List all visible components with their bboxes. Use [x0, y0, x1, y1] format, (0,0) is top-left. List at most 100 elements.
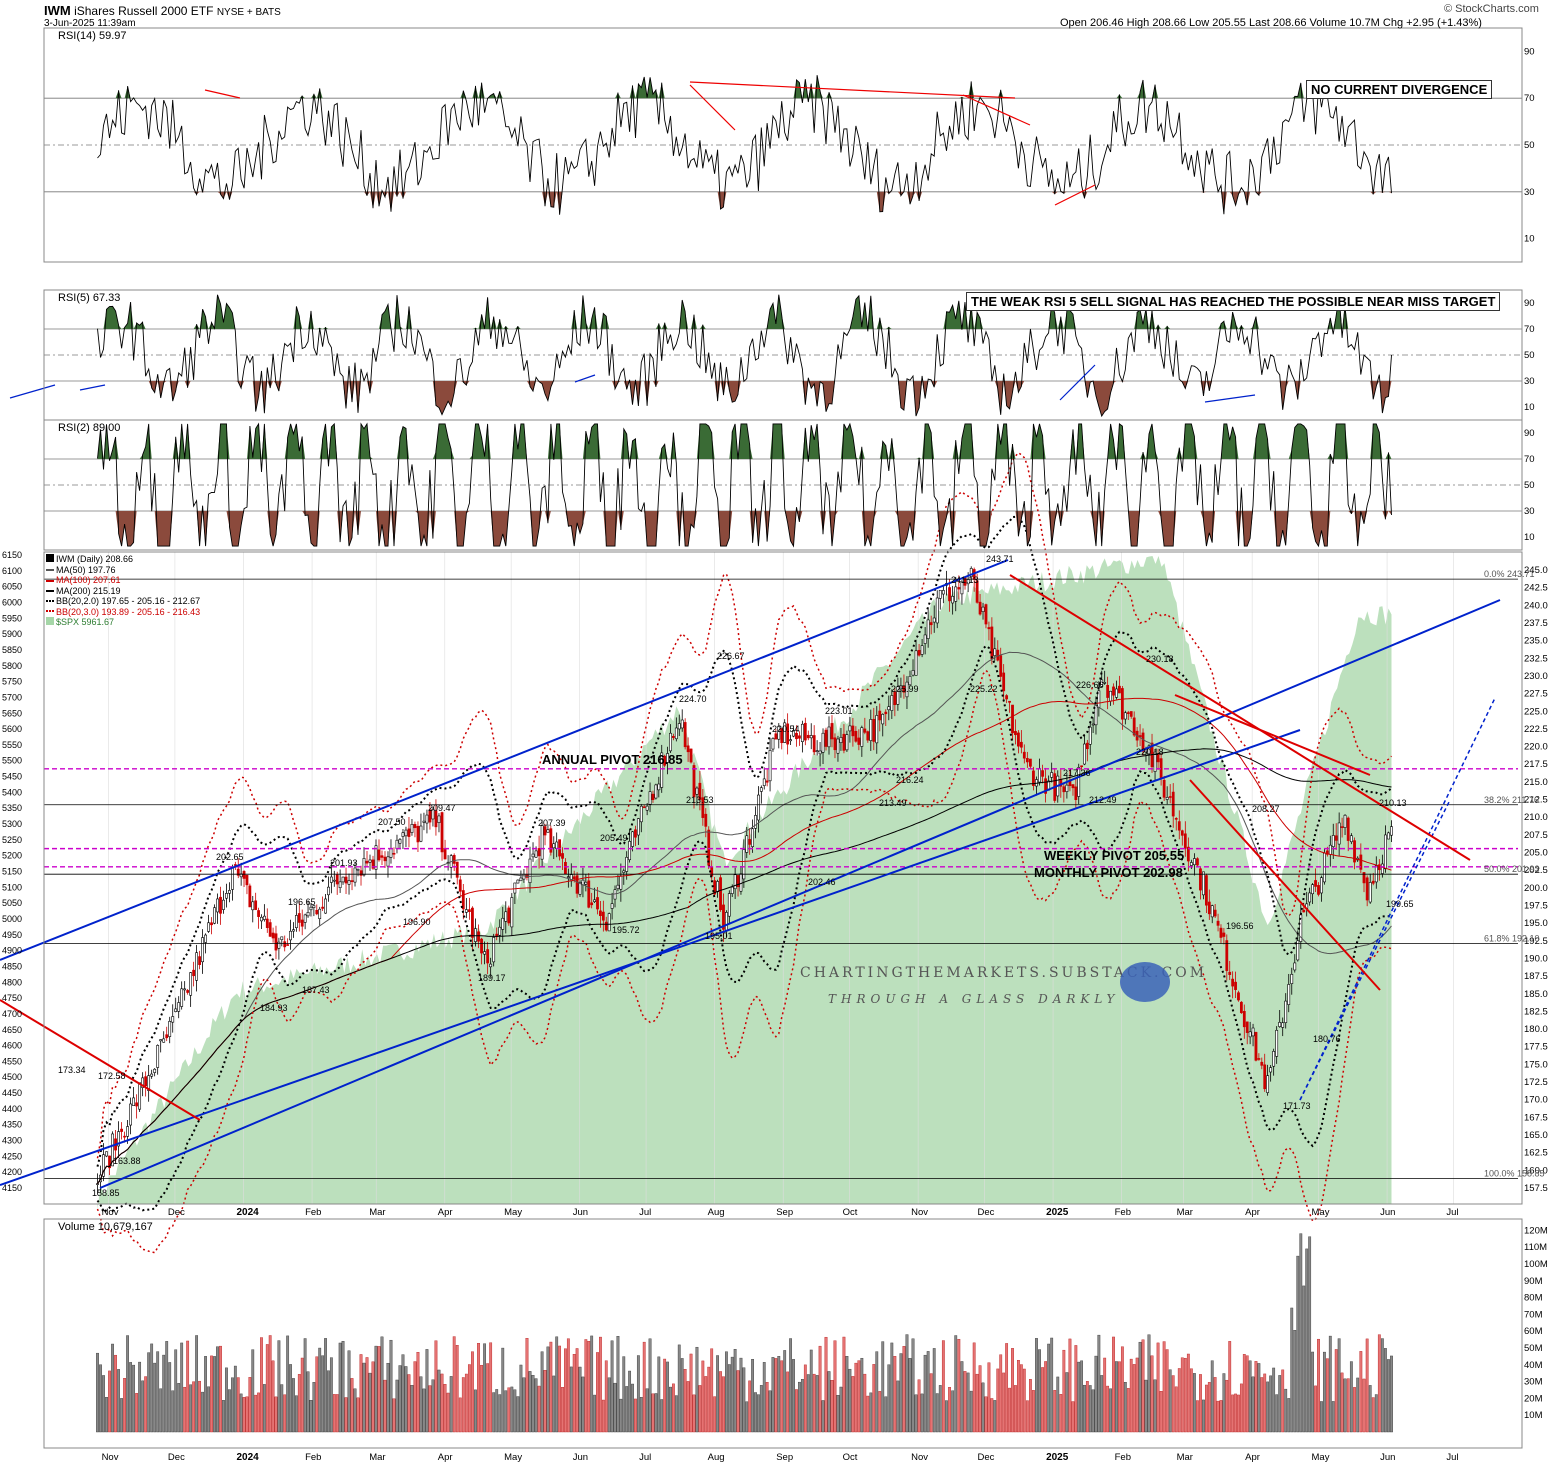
volume-bar	[335, 1394, 339, 1433]
volume-bar	[613, 1382, 617, 1433]
candle-body	[159, 1039, 163, 1042]
candle-body	[908, 675, 912, 686]
candle-body	[1038, 768, 1041, 783]
volume-bar	[863, 1373, 867, 1433]
candle-body	[425, 814, 429, 824]
price-tick: 240.0	[1524, 600, 1548, 611]
volume-bar	[1325, 1358, 1329, 1433]
volume-bar	[923, 1354, 927, 1433]
candle-body	[1189, 862, 1193, 866]
candle-body	[654, 784, 658, 799]
candle-body	[1126, 712, 1130, 714]
candle-body	[510, 897, 514, 928]
price-label: 158.85	[92, 1188, 120, 1198]
candle-body	[233, 864, 237, 866]
volume-bar	[757, 1394, 760, 1433]
volume-bar	[981, 1382, 985, 1433]
volume-bar	[495, 1389, 499, 1433]
volume-bar	[771, 1357, 775, 1433]
volume-bar	[312, 1382, 316, 1433]
candle-body	[1147, 745, 1151, 755]
spx-tick: 5850	[2, 645, 22, 655]
spx-tick: 5750	[2, 677, 22, 687]
volume-bar	[483, 1343, 486, 1433]
legend-item-bb2: BB(20,2.0) 197.65 - 205.16 - 212.67	[46, 596, 200, 607]
candle-body	[1115, 688, 1118, 698]
volume-bar	[716, 1355, 719, 1433]
candle-body	[920, 645, 924, 655]
volume-bar	[680, 1358, 684, 1433]
candle-body	[96, 1183, 99, 1185]
candle-body	[1196, 858, 1199, 866]
axis-layer: 157.5 160.0 162.5 165.0 167.5 170.0 172.5 175.0…	[2, 27, 1548, 1463]
candle-body	[1014, 731, 1017, 736]
spx-tick: 4250	[2, 1151, 22, 1161]
volume-bar	[324, 1338, 327, 1433]
candle-body	[1156, 753, 1160, 763]
candle-body	[599, 910, 602, 917]
candle-body	[663, 755, 667, 766]
volume-bar	[1269, 1375, 1273, 1433]
candle-body	[1302, 909, 1306, 913]
volume-bar	[126, 1335, 129, 1433]
price-tick: 182.5	[1524, 1006, 1548, 1017]
candle-body	[1083, 743, 1086, 765]
candle-body	[105, 1151, 108, 1157]
volume-bar	[748, 1380, 752, 1433]
candle-body	[428, 809, 432, 823]
candle-body	[277, 941, 281, 949]
month-tick-bottom: Aug	[708, 1452, 725, 1463]
volume-bar	[1168, 1369, 1172, 1433]
volume-bar	[1120, 1346, 1124, 1433]
volume-bar	[294, 1395, 298, 1433]
volume-bar	[1109, 1388, 1112, 1433]
volume-bar	[111, 1343, 114, 1433]
volume-bar	[528, 1371, 532, 1433]
volume-bar	[452, 1336, 456, 1433]
volume-bar	[765, 1382, 769, 1433]
volume-bar	[1174, 1386, 1178, 1433]
volume-bar	[566, 1338, 570, 1433]
candle-body	[869, 719, 873, 741]
rsi2-oversold-fill	[97, 511, 1392, 547]
candle-body	[1290, 974, 1294, 984]
candle-body	[501, 917, 505, 930]
candle-body	[156, 1045, 160, 1068]
spx-tick: 5100	[2, 882, 22, 892]
price-label: 163.88	[113, 1156, 141, 1166]
volume-bar	[689, 1353, 693, 1433]
volume-bar	[513, 1389, 517, 1433]
candle-body	[368, 859, 372, 863]
candle-body	[1165, 797, 1169, 800]
candle-body	[332, 879, 336, 882]
price-label: 220.18	[1136, 747, 1164, 757]
main-layer	[0, 75, 1518, 1433]
candle-body	[677, 723, 681, 730]
candle-body	[458, 879, 462, 892]
fib-label: 0.0% 243.71	[1484, 569, 1535, 579]
brand-logo[interactable]: © StockCharts.com	[1444, 3, 1539, 15]
volume-bar	[869, 1392, 873, 1433]
rsi5-label: RSI(5) 67.33	[58, 292, 121, 304]
candle-body	[231, 866, 234, 890]
volume-bar	[561, 1387, 564, 1433]
volume-bar	[878, 1391, 882, 1433]
volume-bar	[1183, 1357, 1187, 1433]
volume-bar	[1062, 1349, 1066, 1433]
volume-bar	[321, 1355, 325, 1433]
volume-bar	[537, 1385, 541, 1433]
candle-body	[716, 881, 719, 893]
candle-body	[604, 921, 608, 931]
candle-body	[271, 932, 275, 939]
ma200-line	[97, 748, 1392, 1184]
legend-swatch	[46, 599, 54, 604]
candle-body	[596, 897, 599, 910]
candle-body	[380, 855, 384, 858]
volume-bar	[1390, 1355, 1393, 1433]
volume-bar	[419, 1376, 423, 1433]
volume-bar	[587, 1341, 591, 1433]
price-label: 201.93	[330, 858, 358, 868]
volume-bar	[972, 1342, 976, 1433]
volume-bar	[177, 1383, 181, 1433]
volume-bar	[225, 1367, 228, 1433]
